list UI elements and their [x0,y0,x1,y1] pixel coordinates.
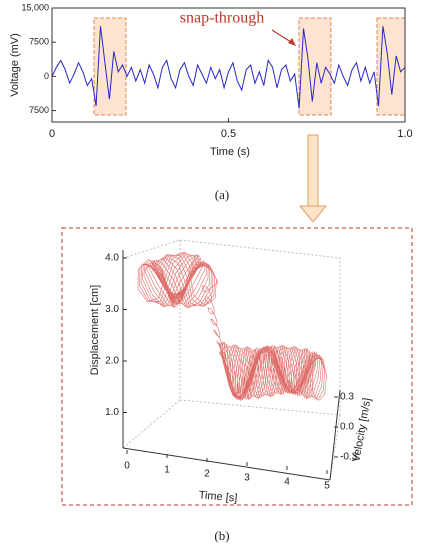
highlight-box [93,17,127,116]
x-tick-label: 0.5 [221,128,236,140]
x-axis-label: Time [s] [198,489,238,504]
x-tick-label: 2 [204,469,210,480]
arrow-head [298,205,328,223]
grid-line [329,414,341,481]
x-tick-label: 4 [284,477,290,488]
grid-line [179,399,341,416]
x-axis-label: Time (s) [210,146,250,158]
y-tick-label: 7500 [29,37,49,47]
highlight-box [376,17,406,116]
y-axis [329,389,341,481]
z-axis-label: Displacement [cm] [89,285,101,375]
x-tick-label: 1 [164,465,170,476]
x-tick-label: 5 [324,481,330,492]
y-tick-label: 15,000 [21,2,49,12]
y-tick-label: 7500 [29,105,49,115]
panel-frame [61,227,413,506]
x-tick-label: 0 [124,461,130,472]
grid-line [122,399,181,449]
y-tick-label: 0.0 [340,422,354,433]
y-tick-label: -0.3 [340,452,358,463]
back-wall [122,239,341,415]
z-tick-label: 4.0 [105,253,119,264]
x-tick-label: 1.0 [397,128,412,140]
grid-3d [122,239,341,481]
panel-label: (a) [215,187,229,202]
y-axis-label: Voltage (mV) [9,33,21,97]
panel-label: (b) [214,528,229,543]
z-tick-label: 1.0 [105,407,119,418]
arrow-shaft [307,134,319,208]
x-axis [122,447,331,481]
z-tick-label: 2.0 [105,356,119,367]
y-tick-label: 0 [44,71,49,81]
x-tick-label: 3 [244,473,250,484]
plot-frame [51,7,406,123]
annotation: snap-through [180,10,264,27]
trajectory [137,251,327,402]
z-tick-label: 3.0 [105,304,119,315]
arrow-head [288,38,296,46]
y-tick-label: 0.3 [340,392,354,403]
voltage-line [51,26,406,109]
x-tick-label: 0 [49,128,55,140]
